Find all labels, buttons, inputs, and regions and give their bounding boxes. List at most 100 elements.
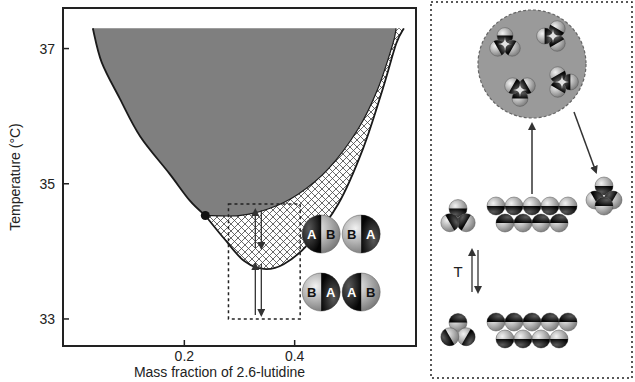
light-half xyxy=(505,197,523,215)
janus-particle xyxy=(523,197,541,215)
dark-half xyxy=(361,215,380,253)
y-axis-label: Temperature (°C) xyxy=(7,123,23,231)
plot-data xyxy=(93,28,404,269)
particle-label: B xyxy=(347,227,356,242)
janus-particle xyxy=(514,214,532,232)
janus-particle xyxy=(514,330,532,348)
janus-particle xyxy=(595,197,613,215)
light-half xyxy=(559,197,577,215)
janus-particle xyxy=(541,313,559,331)
dark-half xyxy=(541,206,559,215)
phase-boundary xyxy=(205,28,396,216)
schematic-frame xyxy=(431,2,632,378)
janus-particle xyxy=(541,197,559,215)
dark-half xyxy=(302,215,321,253)
dark-half xyxy=(449,314,467,323)
janus-particle xyxy=(302,273,340,311)
light-half xyxy=(342,215,380,253)
cluster-phase xyxy=(478,10,586,118)
janus-particle xyxy=(532,214,550,232)
dark-half xyxy=(541,313,559,322)
y-tick-label: 33 xyxy=(39,311,55,327)
arrow xyxy=(574,112,596,172)
highlight-star xyxy=(498,37,512,51)
equilibrium-arrow xyxy=(471,250,472,292)
particle-label: A xyxy=(307,227,317,242)
janus-particle xyxy=(550,330,568,348)
janus-particle xyxy=(496,330,514,348)
dark-half xyxy=(509,79,524,97)
temperature-label: T xyxy=(453,263,462,280)
dark-half xyxy=(559,313,577,322)
janus-particle xyxy=(342,273,380,311)
light-half xyxy=(487,313,505,331)
highlight-star xyxy=(513,83,527,97)
highlight-box xyxy=(228,204,300,319)
dark-half xyxy=(559,206,577,215)
janus-particle xyxy=(523,313,541,331)
y-tick-label: 35 xyxy=(39,176,55,192)
janus-particle xyxy=(342,215,380,253)
dark-half xyxy=(523,206,541,215)
light-half xyxy=(559,313,577,331)
janus-particle xyxy=(487,313,505,331)
light-half xyxy=(532,330,550,348)
equilibrium-arrow xyxy=(261,210,262,248)
janus-particle xyxy=(441,210,462,231)
dark-half xyxy=(321,273,340,311)
dark-half xyxy=(550,214,568,223)
dark-half xyxy=(487,206,505,215)
equilibrium-arrow xyxy=(255,264,256,315)
dark-half xyxy=(462,329,479,349)
dark-half xyxy=(595,197,613,206)
light-half xyxy=(523,313,541,331)
janus-particle xyxy=(505,197,523,215)
janus-particle xyxy=(532,330,550,348)
equilibrium-arrow xyxy=(477,250,478,292)
equilibrium-arrow xyxy=(255,210,256,248)
particle-label: A xyxy=(366,227,376,242)
janus-particle xyxy=(550,214,568,232)
light-half xyxy=(487,197,505,215)
x-tick-label: 0.2 xyxy=(175,348,195,364)
dark-half xyxy=(487,313,505,322)
light-half xyxy=(342,273,380,311)
janus-particle xyxy=(438,328,459,349)
phase-boundary xyxy=(93,28,206,215)
phase-boundary xyxy=(205,28,404,269)
critical-point xyxy=(201,211,210,220)
dark-half xyxy=(505,206,523,215)
y-tick xyxy=(63,318,69,320)
y-tick xyxy=(63,48,69,50)
light-half xyxy=(550,330,568,348)
light-half xyxy=(532,214,550,232)
janus-particle xyxy=(457,328,478,349)
highlight-star xyxy=(546,29,560,43)
light-half xyxy=(595,197,613,215)
light-half xyxy=(496,330,514,348)
dark-half xyxy=(438,329,455,349)
two-phase-dark-area xyxy=(93,28,396,216)
janus-particle xyxy=(487,197,505,215)
dark-half xyxy=(532,339,550,348)
x-tick xyxy=(184,340,186,346)
dark-half xyxy=(514,339,532,348)
x-tick-label: 0.4 xyxy=(285,348,305,364)
particle-label: A xyxy=(347,285,357,300)
janus-particle xyxy=(496,214,514,232)
light-half xyxy=(541,313,559,331)
janus-particle xyxy=(559,313,577,331)
light-half xyxy=(505,313,523,331)
light-half xyxy=(496,214,514,232)
x-tick xyxy=(294,340,296,346)
dark-half xyxy=(494,37,509,55)
light-half xyxy=(302,215,340,253)
light-half xyxy=(550,214,568,232)
y-tick xyxy=(63,183,69,185)
dark-half xyxy=(496,339,514,348)
dark-half xyxy=(551,71,569,86)
particle-label: A xyxy=(326,285,336,300)
arrow xyxy=(531,124,533,194)
dark-half xyxy=(550,339,568,348)
light-half xyxy=(302,273,340,311)
